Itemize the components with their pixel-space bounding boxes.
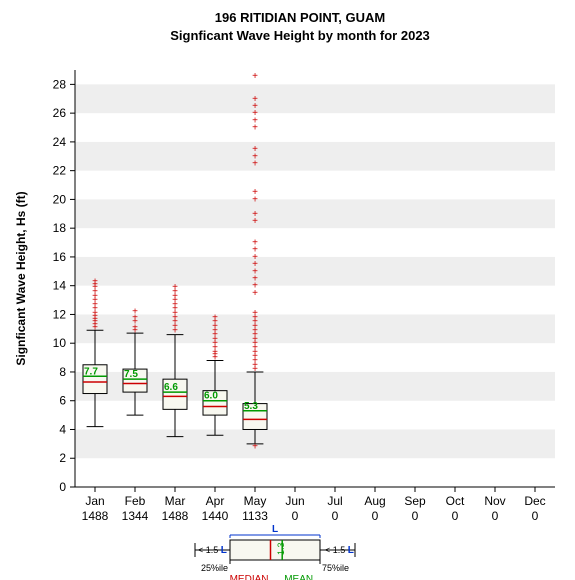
grid-band	[75, 199, 555, 228]
grid-band	[75, 84, 555, 113]
title-line2: Signficant Wave Height by month for 2023	[170, 28, 430, 43]
outlier-marker: +	[92, 276, 98, 287]
month-label: Apr	[206, 494, 225, 508]
legend-lt15L-right: < 1.5 L	[325, 545, 354, 556]
count-label: 1344	[122, 509, 149, 523]
y-tick-label: 24	[53, 135, 67, 149]
mean-value-label: 5.3	[244, 401, 258, 412]
count-label: 0	[532, 509, 539, 523]
legend-75pct: 75%ile	[322, 563, 349, 573]
legend-mean-num: 1.3	[276, 542, 286, 555]
count-label: 0	[372, 509, 379, 523]
month-label: Aug	[364, 494, 385, 508]
count-label: 0	[412, 509, 419, 523]
count-label: 0	[292, 509, 299, 523]
y-tick-label: 8	[59, 365, 66, 379]
y-tick-label: 14	[53, 279, 67, 293]
y-tick-label: 26	[53, 106, 67, 120]
month-label: Dec	[524, 494, 545, 508]
outlier-marker: +	[252, 71, 258, 82]
y-tick-label: 18	[53, 221, 67, 235]
month-label: Sep	[404, 494, 426, 508]
y-tick-label: 28	[53, 77, 67, 91]
outlier-marker: +	[252, 308, 258, 319]
legend-L-label: L	[272, 524, 278, 535]
legend-lt15L-left: < 1.5 L	[198, 545, 227, 556]
legend-box	[230, 540, 320, 560]
outlier-marker: +	[132, 307, 138, 318]
month-label: Jun	[285, 494, 304, 508]
month-label: May	[244, 494, 267, 508]
outlier-marker: +	[252, 209, 258, 220]
grid-band	[75, 257, 555, 286]
y-axis-label: Signficant Wave Height, Hs (ft)	[14, 191, 28, 365]
count-label: 1488	[82, 509, 109, 523]
y-tick-label: 10	[53, 336, 67, 350]
count-label: 1440	[202, 509, 229, 523]
y-tick-label: 0	[59, 480, 66, 494]
outlier-marker: +	[252, 238, 258, 249]
month-label: Nov	[484, 494, 505, 508]
month-label: Oct	[446, 494, 465, 508]
y-tick-label: 2	[59, 451, 66, 465]
y-tick-label: 20	[53, 192, 67, 206]
outlier-marker: +	[212, 312, 218, 323]
outlier-marker: +	[172, 282, 178, 293]
month-label: Jan	[85, 494, 104, 508]
legend-median-label: MEDIAN	[230, 574, 269, 580]
grid-band	[75, 142, 555, 171]
outlier-marker: +	[252, 442, 258, 453]
count-label: 1133	[242, 509, 268, 523]
legend-25pct: 25%ile	[201, 563, 228, 573]
y-tick-label: 12	[53, 307, 67, 321]
title-line1: 196 RITIDIAN POINT, GUAM	[215, 10, 385, 25]
count-label: 0	[492, 509, 499, 523]
count-label: 0	[452, 509, 459, 523]
y-tick-label: 6	[59, 394, 66, 408]
y-tick-label: 4	[59, 422, 66, 436]
count-label: 0	[332, 509, 339, 523]
outlier-marker: +	[252, 144, 258, 155]
y-tick-label: 16	[53, 250, 67, 264]
mean-value-label: 6.0	[204, 391, 218, 402]
outlier-marker: +	[252, 94, 258, 105]
grid-band	[75, 429, 555, 458]
outlier-marker: +	[252, 187, 258, 198]
mean-value-label: 7.7	[84, 366, 98, 377]
count-label: 1488	[162, 509, 189, 523]
mean-value-label: 7.5	[124, 369, 138, 380]
legend-mean-label: MEAN	[284, 574, 313, 580]
mean-value-label: 6.6	[164, 382, 178, 393]
grid-band	[75, 314, 555, 343]
month-label: Jul	[327, 494, 342, 508]
chart-container: 196 RITIDIAN POINT, GUAM Signficant Wave …	[0, 0, 575, 580]
month-label: Feb	[125, 494, 146, 508]
y-tick-label: 22	[53, 164, 67, 178]
month-label: Mar	[165, 494, 186, 508]
